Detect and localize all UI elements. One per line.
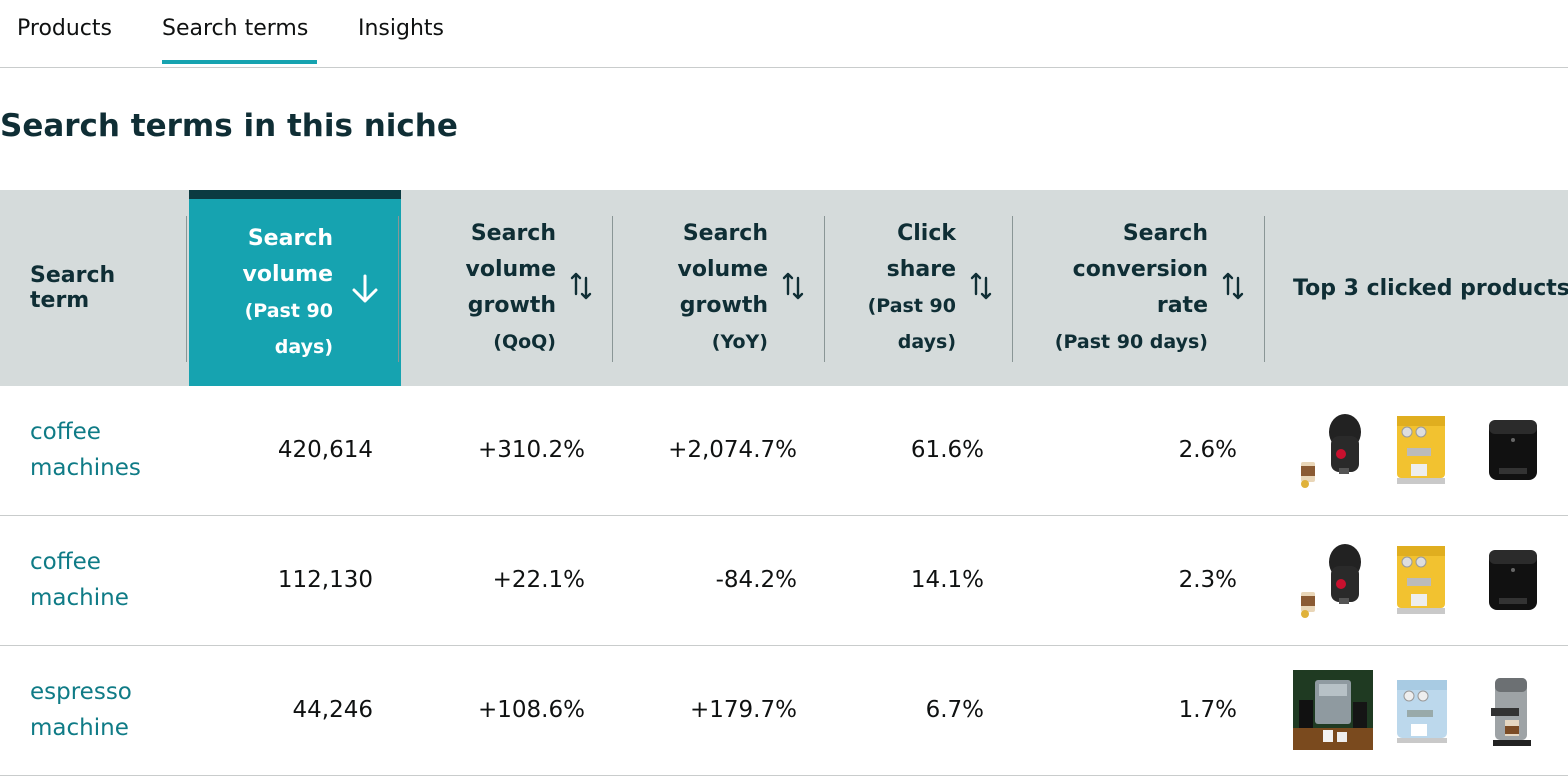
column-header-label: Search [247,225,333,251]
search-volume-value: 112,130 [277,567,373,593]
product-thumbnail-steel-espresso-machine[interactable] [1473,670,1553,750]
column-header-label: share [886,257,956,282]
column-header-search-term: Search term [30,190,180,386]
column-header-label: volume [677,257,768,282]
table-row: coffee machines 420,614 +310.2% +2,074.7… [0,386,1568,516]
search-term-text[interactable]: espresso [30,679,132,705]
column-header-label: conversion [1072,257,1208,282]
growth-qoq-value: +310.2% [478,437,585,463]
column-header-top-products: Top 3 clicked products [1293,190,1568,386]
column-divider [1264,216,1265,362]
tab-bar: Products Search terms Insights [0,0,1568,68]
arrow-down-icon[interactable] [351,274,379,312]
sort-updown-icon[interactable] [570,270,592,306]
column-divider [612,216,613,362]
column-header-label: volume [465,257,556,282]
product-thumbnail-espresso-machine-lifestyle[interactable] [1293,670,1373,750]
column-header-label: Search [1122,221,1208,246]
sort-updown-icon[interactable] [1222,270,1244,306]
column-header-click-share[interactable]: Click share (Past 90 days) [825,190,1012,386]
product-thumbnail-yellow-espresso-machine[interactable] [1383,410,1463,490]
conversion-rate-value: 2.3% [1178,567,1237,593]
click-share-value: 61.6% [910,437,984,463]
column-header-sublabel: (Past 90 days) [1054,331,1208,353]
search-term-link[interactable]: coffee machine [30,544,180,616]
tab-products[interactable]: Products [17,16,112,41]
column-divider [186,216,187,362]
click-share-value: 14.1% [910,567,984,593]
search-terms-table: Search term Search volume (Past 90 days)… [0,190,1568,776]
column-header-sublabel: (YoY) [711,331,768,353]
column-header-sublabel: days) [897,331,956,353]
search-term-text[interactable]: machine [30,585,129,611]
tab-search-terms[interactable]: Search terms [162,16,318,64]
column-header-sublabel: days) [274,335,333,358]
growth-qoq-value: +22.1% [492,567,585,593]
column-divider [824,216,825,362]
product-thumbnail-pod-coffee-maker[interactable] [1293,410,1373,490]
search-term-text[interactable]: coffee [30,419,101,445]
column-header-label: rate [1156,293,1208,318]
tab-insights[interactable]: Insights [358,16,445,41]
column-header-sublabel: (QoQ) [493,331,556,353]
growth-yoy-value: +179.7% [690,697,797,723]
column-header-label: Click [897,221,956,246]
page-title: Search terms in this niche [0,108,458,144]
table-header: Search term Search volume (Past 90 days)… [0,190,1568,386]
search-term-text[interactable]: machines [30,455,141,481]
search-volume-value: 420,614 [277,437,373,463]
column-header-conversion-rate[interactable]: Search conversion rate (Past 90 days) [1013,190,1264,386]
column-header-sublabel: (Past 90 [867,295,956,317]
product-thumbnail-blue-espresso-machine[interactable] [1383,670,1463,750]
click-share-value: 6.7% [925,697,984,723]
column-header-label: volume [242,261,333,287]
search-term-text[interactable]: machine [30,715,129,741]
table-row: espresso machine 44,246 +108.6% +179.7% … [0,646,1568,776]
product-thumbnail-black-pod-machine[interactable] [1473,540,1553,620]
column-header-label: growth [467,293,556,318]
column-divider [1012,216,1013,362]
search-term-cell: coffee machines [30,386,188,514]
product-thumbnail-pod-coffee-maker[interactable] [1293,540,1373,620]
search-volume-value: 44,246 [292,697,373,723]
growth-yoy-value: -84.2% [715,567,797,593]
column-header-label: Search [682,221,768,246]
column-header-growth-qoq[interactable]: Search volume growth (QoQ) [401,190,612,386]
column-header-label: Search [470,221,556,246]
conversion-rate-value: 1.7% [1178,697,1237,723]
sort-updown-icon[interactable] [970,270,992,306]
product-thumbnail-black-pod-machine[interactable] [1473,410,1553,490]
search-term-text[interactable]: coffee [30,549,101,575]
column-header-label: growth [679,293,768,318]
sort-updown-icon[interactable] [782,270,804,306]
search-term-cell: espresso machine [30,646,188,774]
growth-qoq-value: +108.6% [478,697,585,723]
search-term-link[interactable]: espresso machine [30,674,180,746]
column-header-sublabel: (Past 90 [244,299,333,322]
growth-yoy-value: +2,074.7% [668,437,797,463]
column-divider [398,216,399,362]
search-term-cell: coffee machine [30,516,188,644]
product-thumbnail-yellow-espresso-machine[interactable] [1383,540,1463,620]
column-header-label: Top 3 clicked products [1293,275,1568,301]
table-row: coffee machine 112,130 +22.1% -84.2% 14.… [0,516,1568,646]
conversion-rate-value: 2.6% [1178,437,1237,463]
search-term-link[interactable]: coffee machines [30,414,180,486]
column-header-search-volume[interactable]: Search volume (Past 90 days) [189,190,401,386]
column-header-label: Search term [30,263,116,313]
column-header-growth-yoy[interactable]: Search volume growth (YoY) [613,190,824,386]
